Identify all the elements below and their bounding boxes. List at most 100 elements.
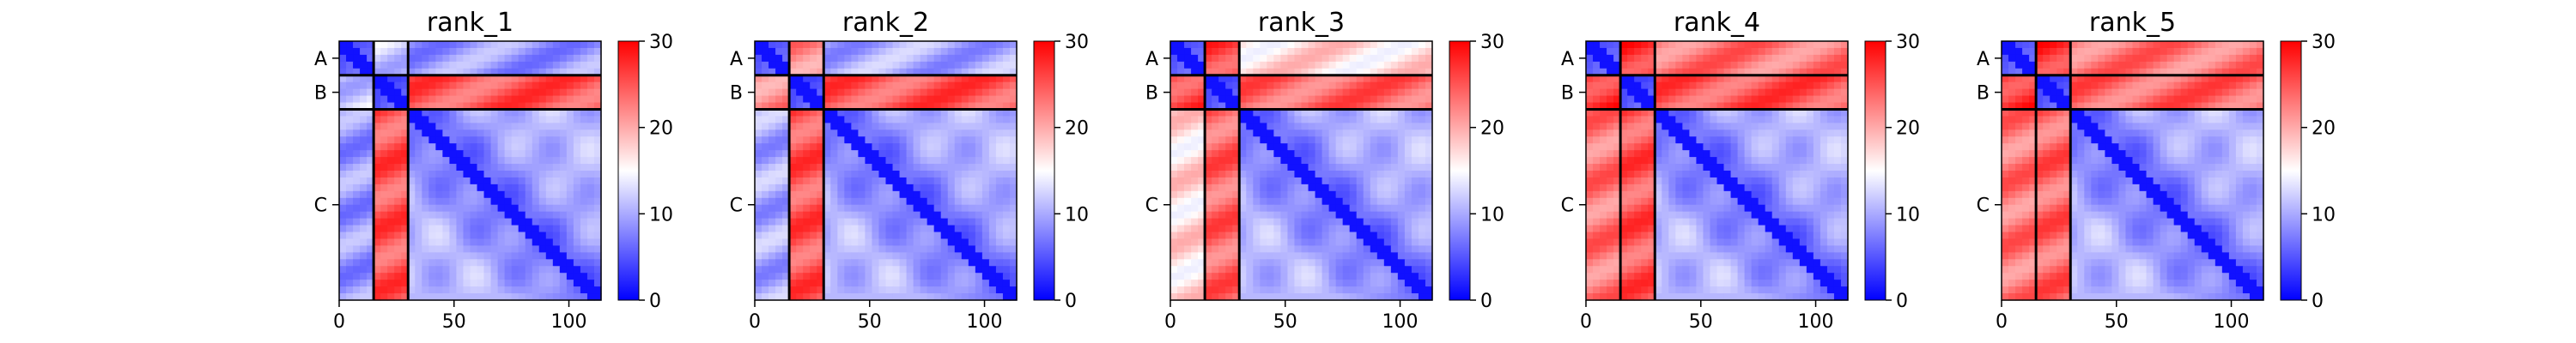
heatmap-cell xyxy=(586,204,595,213)
heatmap-cell xyxy=(456,293,465,301)
heatmap-cell xyxy=(769,238,776,247)
heatmap-cell xyxy=(823,184,831,192)
heatmap-cell xyxy=(1425,41,1433,49)
heatmap-cell xyxy=(504,68,513,76)
heatmap-cell xyxy=(940,171,949,178)
heatmap-cell xyxy=(872,293,880,301)
heatmap-cell xyxy=(360,273,368,280)
heatmap-cell xyxy=(387,245,395,253)
heatmap-cell xyxy=(940,88,949,97)
heatmap-cell xyxy=(1267,54,1274,63)
heatmap-cell xyxy=(346,88,354,97)
heatmap-cell xyxy=(1232,95,1240,104)
heatmap-cell xyxy=(456,143,465,151)
heatmap-cell xyxy=(1335,245,1344,253)
heatmap-cell xyxy=(789,286,797,294)
heatmap-cell xyxy=(1225,184,1233,192)
heatmap-cell xyxy=(470,157,478,165)
heatmap-cell xyxy=(374,164,381,172)
heatmap-cell xyxy=(566,143,574,151)
heatmap-cell xyxy=(374,157,381,165)
heatmap-cell xyxy=(1418,81,1426,90)
heatmap-cell xyxy=(401,197,409,206)
heatmap-cell xyxy=(762,68,769,76)
heatmap-cell xyxy=(995,184,1004,192)
heatmap-cell xyxy=(490,204,499,213)
heatmap-cell xyxy=(545,123,554,130)
heatmap-cell xyxy=(497,116,506,123)
heatmap-cell xyxy=(906,75,914,83)
heatmap-cell xyxy=(1328,150,1337,158)
heatmap-cell xyxy=(947,204,956,213)
heatmap-cell xyxy=(387,68,395,76)
heatmap-cell xyxy=(906,150,914,158)
heatmap-cell xyxy=(1205,245,1212,253)
heatmap-cell xyxy=(353,252,361,260)
heatmap-cell xyxy=(844,123,852,130)
heatmap-cell xyxy=(456,177,465,185)
heatmap-cell xyxy=(899,218,908,226)
heatmap-cell xyxy=(1002,157,1011,165)
heatmap-cell xyxy=(913,238,921,247)
heatmap-cell xyxy=(988,232,997,240)
heatmap-cell xyxy=(422,190,429,199)
heatmap-cell xyxy=(782,245,790,253)
heatmap-cell xyxy=(1280,157,1289,165)
heatmap-cell xyxy=(1370,41,1378,49)
heatmap-cell xyxy=(1390,81,1399,90)
heatmap-cell xyxy=(988,171,997,178)
heatmap-cell xyxy=(1308,190,1316,199)
heatmap-cell xyxy=(817,293,824,301)
heatmap-cell xyxy=(1246,259,1254,267)
heatmap-cell xyxy=(477,95,485,104)
heatmap-cell xyxy=(408,197,416,206)
heatmap-cell xyxy=(782,266,790,274)
heatmap-cell xyxy=(927,164,935,172)
heatmap-cell xyxy=(1758,41,1766,49)
x-tick-label: 50 xyxy=(442,311,466,333)
heatmap-cell xyxy=(1349,102,1358,111)
heatmap-cell xyxy=(1840,136,1849,144)
heatmap-cell xyxy=(899,293,908,301)
heatmap-cell xyxy=(940,259,949,267)
heatmap-cell xyxy=(844,273,852,280)
heatmap-cell xyxy=(1730,68,1739,76)
heatmap-cell xyxy=(872,286,880,294)
heatmap-cells xyxy=(339,41,602,301)
heatmap-cell xyxy=(1335,225,1344,233)
heatmap-cell xyxy=(1342,197,1351,206)
heatmap-cell xyxy=(1335,164,1344,172)
heatmap-cell xyxy=(1634,54,1642,63)
heatmap-cell xyxy=(545,136,554,144)
heatmap-cell xyxy=(1315,41,1323,49)
heatmap-cell xyxy=(1191,164,1199,172)
heatmap-cell xyxy=(892,280,901,287)
heatmap-cell xyxy=(456,211,465,220)
heatmap-cell xyxy=(380,164,388,172)
heatmap-cell xyxy=(844,41,852,49)
heatmap-cell xyxy=(947,157,956,165)
heatmap-cell xyxy=(387,293,395,301)
heatmap-cell xyxy=(769,293,776,301)
heatmap-cell xyxy=(367,136,374,144)
heatmap-cell xyxy=(1246,75,1254,83)
heatmap-cell xyxy=(995,293,1004,301)
heatmap-cell xyxy=(830,280,838,287)
heatmap-cell xyxy=(1411,184,1419,192)
heatmap-cell xyxy=(1294,171,1303,178)
heatmap-cell xyxy=(769,75,776,83)
heatmap-cell xyxy=(1287,252,1296,260)
heatmap-cell xyxy=(1620,116,1628,123)
heatmap-cell xyxy=(810,184,817,192)
heatmap-cell xyxy=(1253,238,1261,247)
heatmap-cell xyxy=(885,47,894,56)
heatmap-cell xyxy=(940,252,949,260)
heatmap-cell xyxy=(538,68,547,76)
heatmap-cell xyxy=(1191,136,1199,144)
heatmap-cell xyxy=(1806,47,1814,56)
heatmap-cell xyxy=(367,252,374,260)
heatmap-cell xyxy=(885,197,894,206)
heatmap-cell xyxy=(360,54,368,63)
heatmap-cell xyxy=(975,197,983,206)
heatmap-cell xyxy=(477,68,485,76)
